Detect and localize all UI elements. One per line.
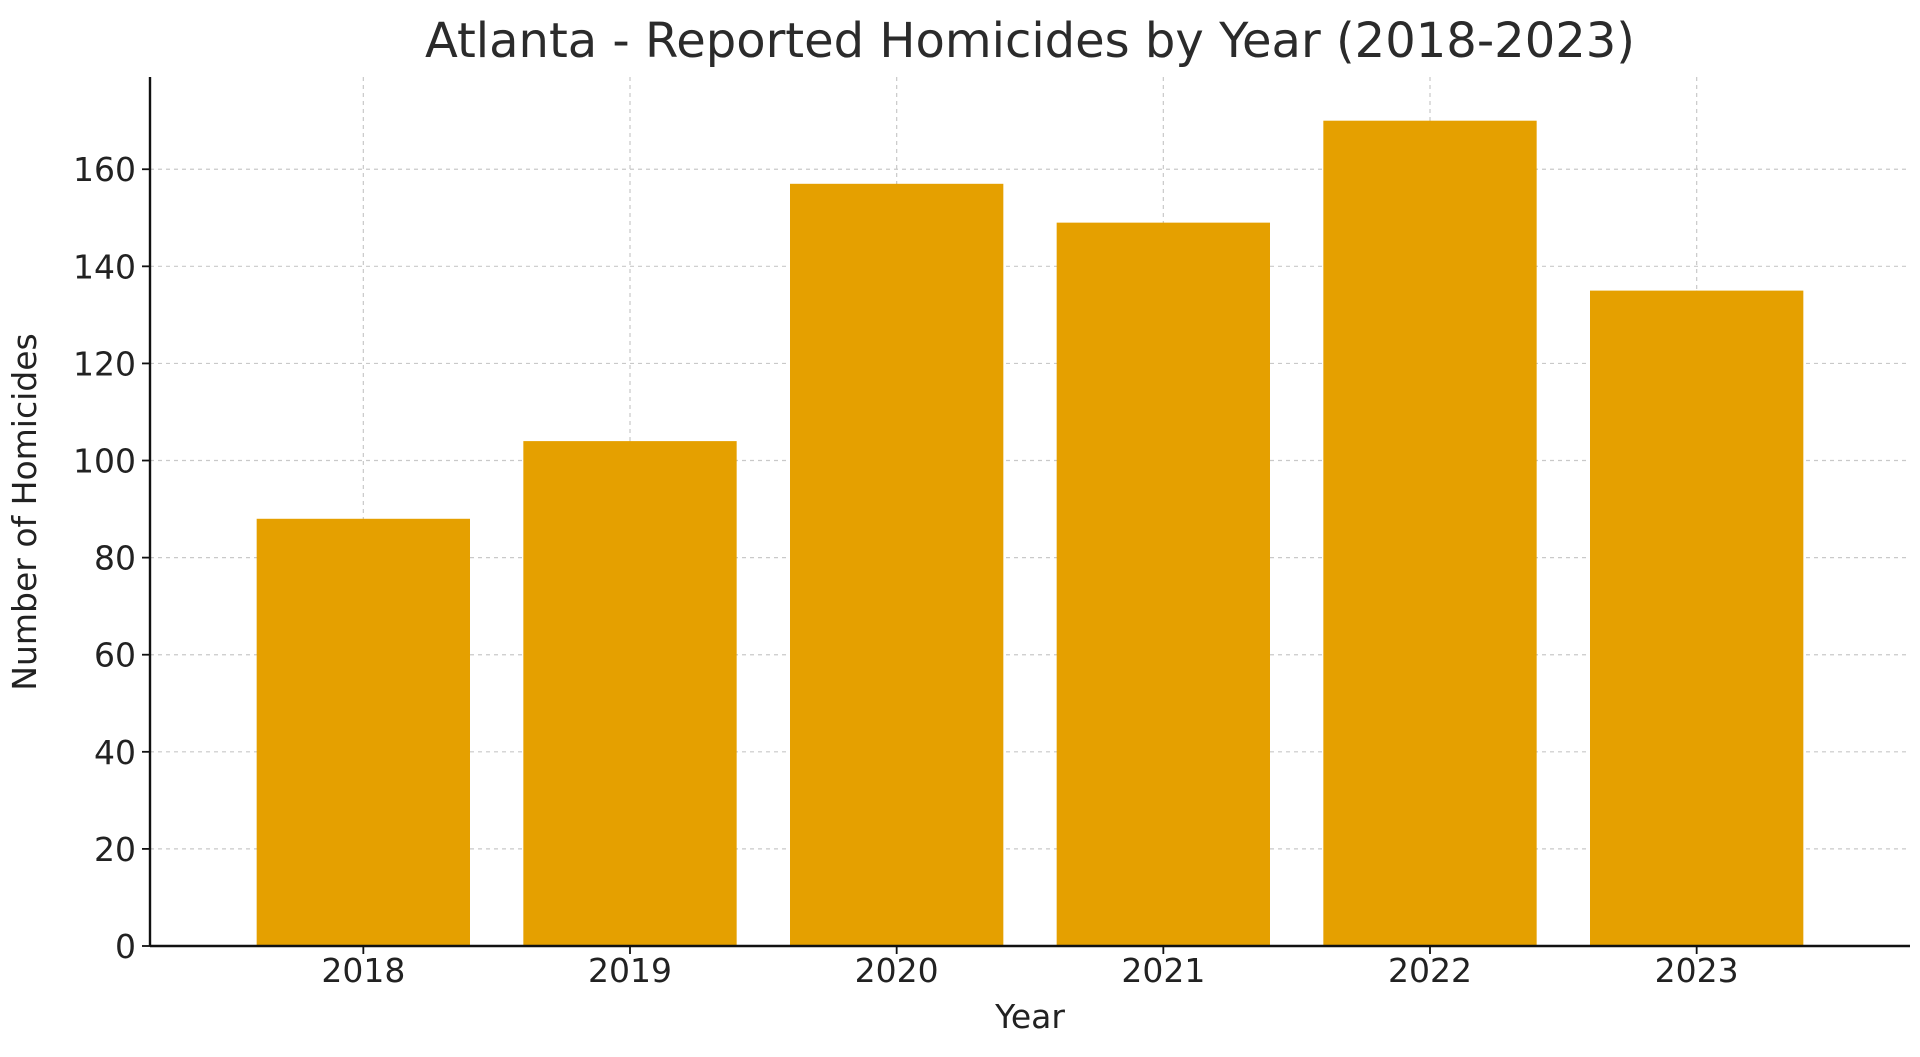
x-tick-label: 2022 xyxy=(1388,951,1472,990)
y-tick-label: 0 xyxy=(115,927,136,966)
tick-labels: 0 20 40 60 80 100 120 140 160 2018 2019 2020 2021 202… xyxy=(73,150,1739,990)
x-tick-label: 2023 xyxy=(1655,951,1739,990)
y-tick-label: 140 xyxy=(73,247,136,286)
bars xyxy=(256,120,1804,947)
x-tick-label: 2020 xyxy=(855,951,939,990)
chart-title: Atlanta - Reported Homicides by Year (20… xyxy=(425,13,1635,69)
bar-2022 xyxy=(1323,120,1537,946)
y-tick-label: 160 xyxy=(73,150,136,189)
bar-2023 xyxy=(1590,290,1804,946)
y-tick-label: 100 xyxy=(73,442,136,481)
x-tick-label: 2018 xyxy=(321,951,405,990)
x-tick-label: 2019 xyxy=(588,951,672,990)
bar-2018 xyxy=(256,518,470,946)
y-tick-label: 80 xyxy=(94,539,136,578)
y-axis-label: Number of Homicides xyxy=(5,333,44,690)
bar-2020 xyxy=(790,183,1004,947)
y-tick-label: 20 xyxy=(94,830,136,869)
axes xyxy=(142,77,1910,954)
x-tick-label: 2021 xyxy=(1121,951,1205,990)
y-tick-label: 120 xyxy=(73,344,136,383)
bar-2021 xyxy=(1056,222,1270,946)
y-tick-label: 60 xyxy=(94,636,136,675)
bar-2019 xyxy=(523,441,737,946)
x-axis-label: Year xyxy=(994,997,1065,1036)
y-tick-label: 40 xyxy=(94,733,136,772)
